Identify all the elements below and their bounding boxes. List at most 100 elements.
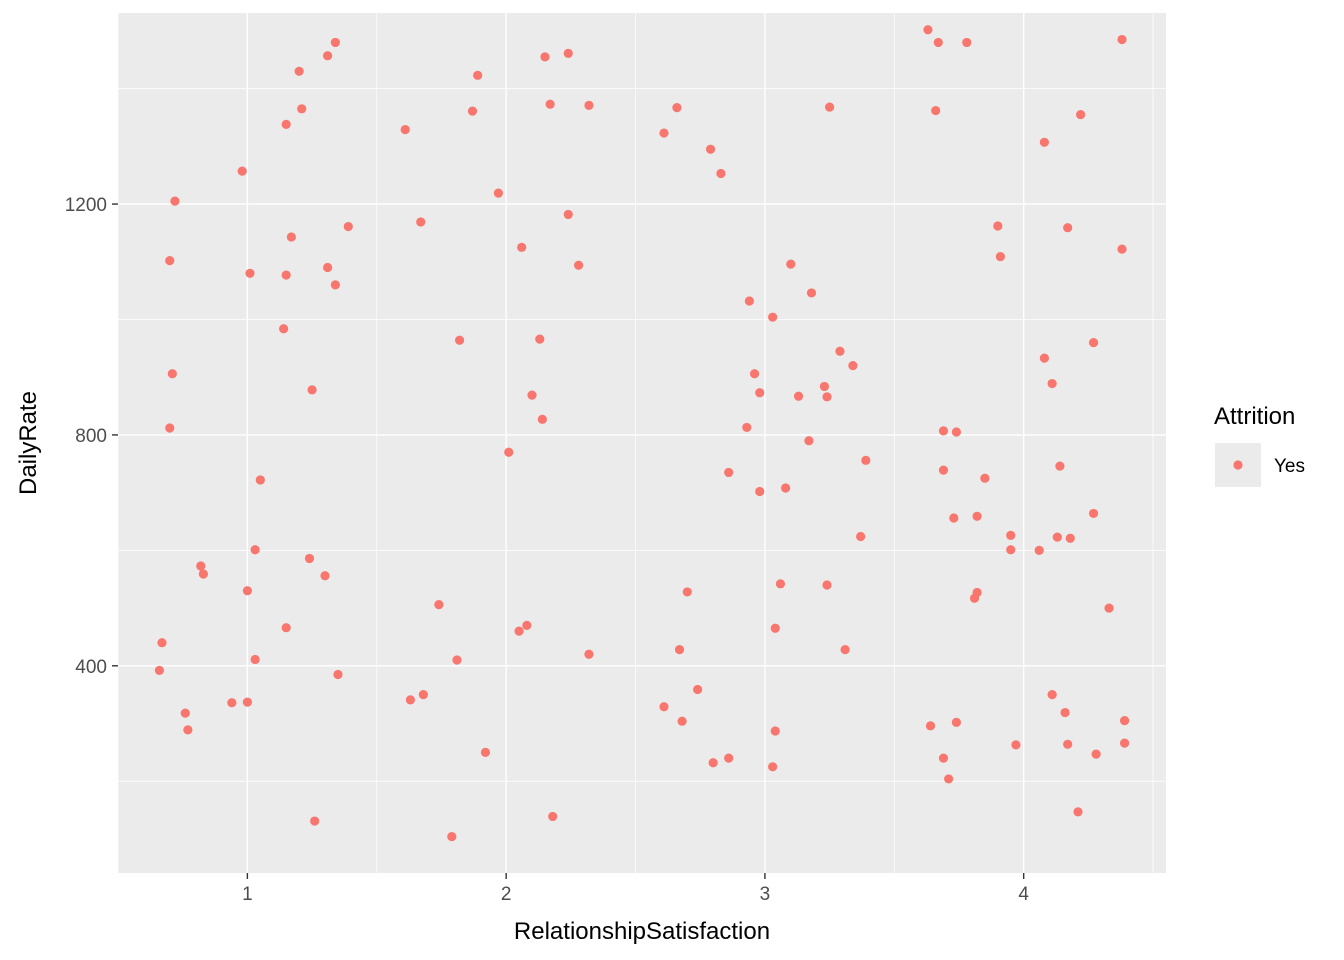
data-point	[434, 600, 444, 610]
data-point	[297, 104, 307, 114]
data-point	[227, 698, 237, 708]
data-point	[1063, 223, 1073, 233]
data-point	[856, 531, 866, 542]
data-point	[1034, 545, 1044, 555]
data-point	[724, 467, 734, 478]
data-point	[255, 475, 265, 485]
data-point	[198, 569, 208, 579]
data-point	[330, 280, 340, 290]
data-point	[563, 48, 573, 59]
plot-panel	[118, 13, 1166, 873]
data-point	[781, 483, 791, 493]
data-point	[923, 25, 933, 35]
data-point	[1091, 749, 1101, 759]
legend-label-yes: Yes	[1274, 456, 1305, 477]
data-point	[938, 465, 949, 475]
data-point	[804, 436, 814, 446]
data-point	[170, 196, 180, 206]
data-point	[708, 758, 718, 768]
data-point	[535, 334, 545, 344]
data-point	[517, 242, 527, 252]
data-point	[972, 587, 982, 598]
data-point	[1065, 533, 1075, 543]
data-point	[674, 645, 685, 655]
data-point	[925, 721, 936, 731]
y-tick-label: 800	[75, 426, 107, 447]
data-point	[1088, 508, 1099, 519]
x-tick-label: 4	[1018, 884, 1029, 905]
data-point	[705, 144, 716, 154]
data-point	[825, 102, 835, 112]
data-point	[527, 390, 537, 400]
data-point	[1039, 353, 1049, 363]
data-point	[848, 361, 858, 371]
data-point	[951, 427, 962, 437]
data-point	[545, 99, 555, 109]
data-point	[775, 579, 786, 589]
data-point	[1060, 707, 1070, 718]
data-point	[323, 51, 333, 61]
minor-gridlines	[117, 13, 1166, 873]
data-point	[951, 717, 962, 727]
data-point	[522, 620, 532, 630]
y-axis-title: DailyRate	[15, 391, 42, 495]
data-point	[1055, 461, 1065, 471]
data-point	[835, 346, 845, 356]
data-point	[949, 513, 959, 523]
data-point	[742, 422, 752, 433]
data-point	[416, 217, 426, 227]
data-point	[770, 726, 780, 736]
data-point	[716, 168, 726, 179]
data-point	[454, 335, 465, 345]
data-point	[1117, 34, 1127, 45]
data-point	[281, 270, 291, 280]
data-point	[1117, 244, 1127, 254]
data-point	[755, 486, 765, 497]
data-point	[447, 832, 457, 842]
data-point	[574, 260, 584, 270]
data-point	[418, 690, 428, 700]
data-point	[343, 221, 353, 232]
data-point	[980, 473, 990, 483]
y-tick-label: 400	[75, 657, 107, 678]
data-point	[307, 385, 317, 395]
data-point	[157, 638, 167, 648]
data-point	[281, 623, 291, 633]
major-gridlines	[118, 13, 1166, 873]
data-point	[768, 312, 778, 322]
data-point	[323, 262, 333, 273]
data-point	[242, 586, 252, 596]
data-point	[183, 725, 193, 735]
data-point	[330, 37, 340, 48]
data-point	[400, 124, 410, 135]
data-point	[819, 381, 830, 392]
x-axis-title: RelationshipSatisfaction	[514, 918, 770, 945]
data-points	[154, 25, 1130, 842]
data-point	[473, 70, 483, 80]
data-point	[755, 388, 765, 398]
data-point	[154, 665, 165, 676]
data-point	[304, 553, 315, 564]
data-point	[245, 268, 255, 278]
legend-title: Attrition	[1214, 403, 1295, 430]
data-point	[1088, 337, 1099, 348]
data-point	[584, 649, 594, 659]
data-point	[995, 251, 1005, 262]
data-point	[165, 423, 175, 433]
data-point	[493, 188, 503, 198]
data-point	[972, 511, 982, 521]
data-point	[724, 753, 734, 763]
data-point	[677, 716, 687, 726]
data-point	[1104, 603, 1114, 613]
data-point	[793, 391, 804, 401]
data-point	[933, 37, 943, 48]
data-point	[279, 324, 289, 334]
data-point	[786, 259, 796, 269]
data-point	[180, 708, 190, 718]
data-point	[1063, 739, 1073, 749]
data-point	[944, 774, 954, 784]
data-point	[962, 37, 972, 48]
data-point	[770, 623, 780, 633]
data-point	[744, 296, 754, 306]
